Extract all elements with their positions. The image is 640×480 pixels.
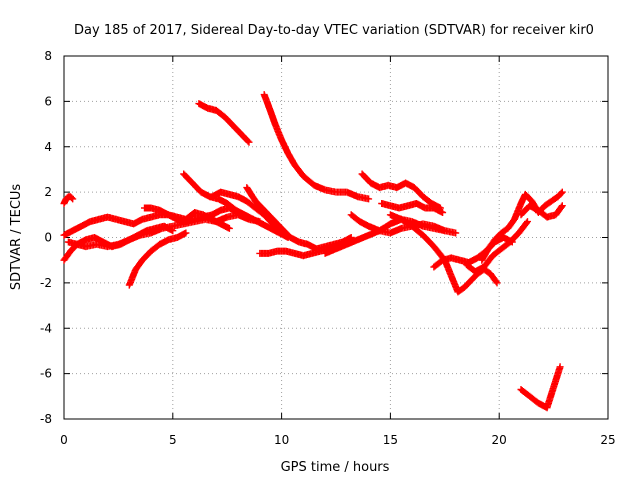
x-tick-label: 5 [169,433,177,447]
y-tick-label: -6 [40,367,52,381]
series-arc-14 [347,211,460,237]
series-arc-6 [141,204,233,232]
series-arc-8 [195,100,253,146]
series-arc-1 [60,193,77,207]
y-tick-label: 8 [44,49,52,63]
data-point-markers [180,170,292,241]
series-arc-19 [463,218,531,275]
data-point-markers [208,188,286,235]
data-point-markers [347,211,460,237]
series-arc-5 [125,229,190,289]
data-markers [60,91,566,412]
data-point-markers [260,91,373,203]
data-point-markers [125,229,190,289]
data-point-markers [378,200,447,216]
chart-title: Day 185 of 2017, Sidereal Day-to-day VTE… [74,23,594,38]
series-arc-7 [180,170,292,241]
x-tick-label: 25 [600,433,615,447]
y-tick-label: 2 [44,185,52,199]
y-tick-label: 6 [44,94,52,108]
x-tick-label: 0 [60,433,68,447]
data-point-markers [195,100,253,146]
data-point-markers [60,193,77,207]
series-arc-12 [260,91,373,203]
series-arc-9 [208,188,286,235]
series-arc-15 [358,170,444,212]
series-arc-22 [517,363,564,412]
axis-ticks: 0 5 10 15 20 25 -8 -6 -4 -2 0 2 4 6 8 [40,49,616,447]
data-point-markers [517,202,566,221]
y-tick-label: -2 [40,276,52,290]
data-point-markers [141,204,233,232]
series-arc-16 [378,200,447,216]
y-axis-label: SDTVAR / TECUs [9,184,24,291]
grid [64,56,608,419]
data-point-markers [517,363,564,412]
x-tick-label: 15 [383,433,398,447]
x-tick-label: 10 [274,433,289,447]
y-tick-label: 0 [44,231,52,245]
series-arc-21 [517,202,566,221]
y-tick-label: 4 [44,140,52,154]
x-axis-label: GPS time / hours [281,460,390,475]
data-point-markers [463,218,531,275]
y-tick-label: -8 [40,412,52,426]
y-tick-label: -4 [40,321,52,335]
data-point-markers [358,170,444,212]
x-tick-label: 20 [492,433,507,447]
